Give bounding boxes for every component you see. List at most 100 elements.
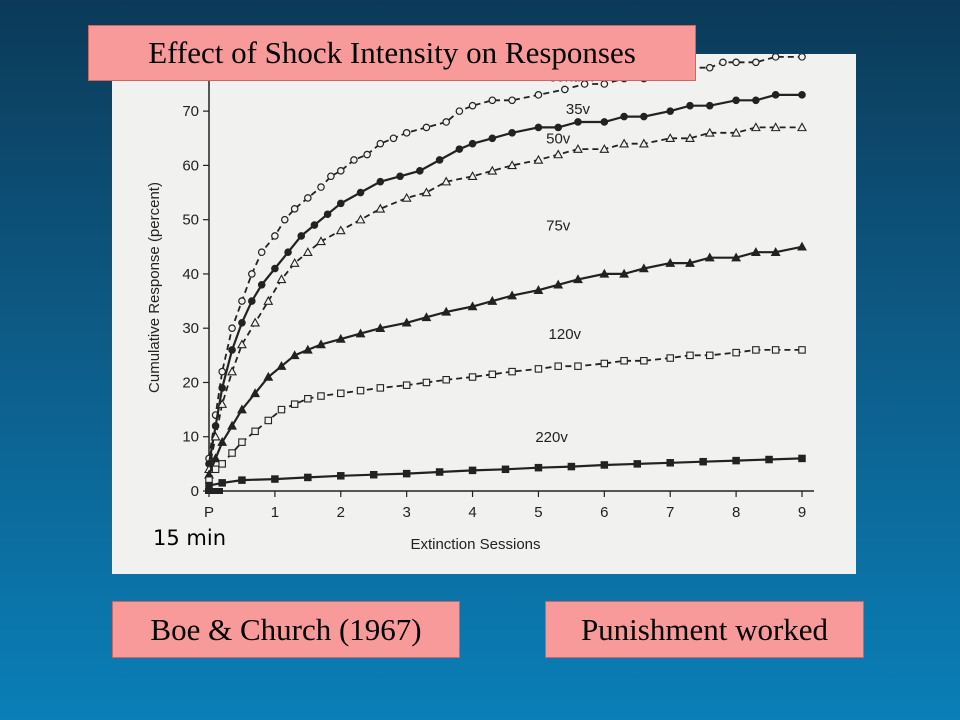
x-tick-label-8: 8 bbox=[732, 504, 740, 521]
marker-220v-12 bbox=[567, 462, 576, 471]
marker-50v-25 bbox=[638, 138, 649, 148]
marker-120v-17 bbox=[468, 373, 477, 381]
marker-35v-18 bbox=[455, 145, 464, 153]
marker-120v-28 bbox=[706, 351, 714, 360]
marker-50v-5 bbox=[250, 317, 261, 327]
marker-35v-24 bbox=[574, 118, 582, 126]
y-axis-label: Cumulative Response (percent) bbox=[146, 182, 163, 393]
marker-50v-20 bbox=[533, 154, 544, 164]
marker-220v-14 bbox=[633, 460, 642, 468]
marker-120v-3 bbox=[228, 449, 236, 457]
marker-75v-6 bbox=[263, 371, 274, 381]
y-tick-label-50: 50 bbox=[182, 212, 199, 229]
marker-220v-1 bbox=[218, 479, 226, 487]
marker-75v-31 bbox=[770, 247, 781, 256]
marker-120v-5 bbox=[251, 427, 259, 436]
marker-75v-21 bbox=[553, 279, 564, 289]
marker-75v-23 bbox=[599, 268, 610, 278]
x-tick-label-3: 3 bbox=[402, 504, 410, 521]
marker-75v-18 bbox=[487, 295, 498, 305]
marker-220v-0 bbox=[205, 481, 213, 490]
marker-control-23 bbox=[488, 96, 497, 105]
x-tick-label-2: 2 bbox=[337, 504, 345, 521]
marker-control-20 bbox=[442, 118, 451, 126]
conclusion-label: Punishment worked bbox=[545, 601, 864, 658]
marker-35v-33 bbox=[771, 91, 780, 99]
marker-220v-2 bbox=[238, 476, 246, 484]
marker-120v-12 bbox=[356, 386, 365, 395]
marker-75v-9 bbox=[302, 344, 313, 354]
marker-50v-23 bbox=[599, 143, 610, 153]
marker-control-21 bbox=[455, 107, 464, 115]
marker-120v-25 bbox=[640, 357, 648, 365]
x-tick-label-6: 6 bbox=[600, 504, 608, 521]
marker-control-24 bbox=[508, 96, 516, 105]
marker-120v-32 bbox=[798, 346, 806, 354]
marker-75v-7 bbox=[276, 361, 287, 370]
marker-75v-24 bbox=[619, 268, 630, 278]
marker-35v-6 bbox=[257, 280, 266, 289]
marker-120v-31 bbox=[771, 346, 780, 354]
marker-50v-11 bbox=[335, 225, 346, 235]
marker-220v-5 bbox=[337, 472, 345, 480]
marker-120v-29 bbox=[732, 348, 740, 357]
marker-50v-19 bbox=[507, 160, 518, 170]
marker-35v-28 bbox=[666, 107, 675, 115]
marker-50v-1 bbox=[210, 431, 221, 441]
marker-control-36 bbox=[732, 58, 740, 67]
marker-220v-10 bbox=[501, 465, 510, 474]
x-tick-label-1: 1 bbox=[271, 504, 279, 521]
marker-220v-17 bbox=[732, 456, 740, 465]
marker-120v-24 bbox=[620, 357, 628, 365]
marker-50v-9 bbox=[302, 247, 313, 256]
marker-50v-16 bbox=[441, 176, 452, 186]
marker-control-16 bbox=[376, 139, 385, 148]
marker-50v-13 bbox=[375, 203, 386, 213]
marker-50v-22 bbox=[573, 143, 583, 153]
series-label-75v: 75v bbox=[546, 218, 571, 235]
marker-50v-3 bbox=[227, 366, 237, 376]
marker-120v-30 bbox=[752, 346, 760, 354]
marker-120v-18 bbox=[488, 370, 497, 379]
annotation-15-min: 15 min bbox=[153, 526, 226, 550]
marker-50v-14 bbox=[401, 192, 412, 202]
marker-50v-26 bbox=[665, 133, 676, 143]
slide-title: Effect of Shock Intensity on Responses bbox=[88, 25, 696, 81]
marker-75v-4 bbox=[237, 404, 247, 414]
marker-control-37 bbox=[752, 58, 760, 67]
marker-35v-22 bbox=[534, 123, 543, 132]
marker-220v-16 bbox=[699, 457, 707, 466]
marker-control-5 bbox=[248, 270, 256, 278]
marker-35v-11 bbox=[323, 210, 332, 219]
marker-220v-13 bbox=[600, 461, 609, 469]
marker-50v-17 bbox=[467, 171, 478, 181]
marker-75v-19 bbox=[507, 290, 518, 300]
marker-50v-12 bbox=[355, 214, 366, 224]
marker-35v-8 bbox=[284, 248, 292, 257]
series-line-75v bbox=[207, 245, 803, 476]
marker-75v-29 bbox=[731, 252, 742, 262]
series-line-35v bbox=[207, 93, 802, 465]
x-tick-label-5: 5 bbox=[534, 504, 542, 521]
x-tick-label-7: 7 bbox=[666, 504, 674, 521]
marker-120v-27 bbox=[686, 351, 694, 360]
marker-220v-6 bbox=[369, 470, 378, 479]
marker-control-26 bbox=[560, 85, 569, 94]
marker-220v-18 bbox=[765, 455, 773, 464]
marker-35v-5 bbox=[248, 297, 256, 305]
series-label-50v: 50v bbox=[546, 131, 571, 148]
marker-35v-27 bbox=[640, 112, 648, 121]
marker-control-7 bbox=[271, 232, 279, 240]
marker-35v-12 bbox=[336, 199, 345, 208]
marker-35v-19 bbox=[468, 139, 477, 148]
series-label-120v: 120v bbox=[549, 326, 582, 343]
marker-35v-21 bbox=[508, 129, 516, 137]
marker-75v-26 bbox=[665, 257, 676, 267]
marker-220v-7 bbox=[402, 469, 411, 478]
marker-75v-28 bbox=[704, 252, 715, 262]
marker-50v-10 bbox=[316, 236, 326, 246]
x-tick-label-P: P bbox=[204, 504, 214, 521]
y-tick-label-20: 20 bbox=[182, 374, 199, 391]
marker-120v-1 bbox=[211, 465, 220, 474]
marker-120v-19 bbox=[508, 367, 516, 376]
